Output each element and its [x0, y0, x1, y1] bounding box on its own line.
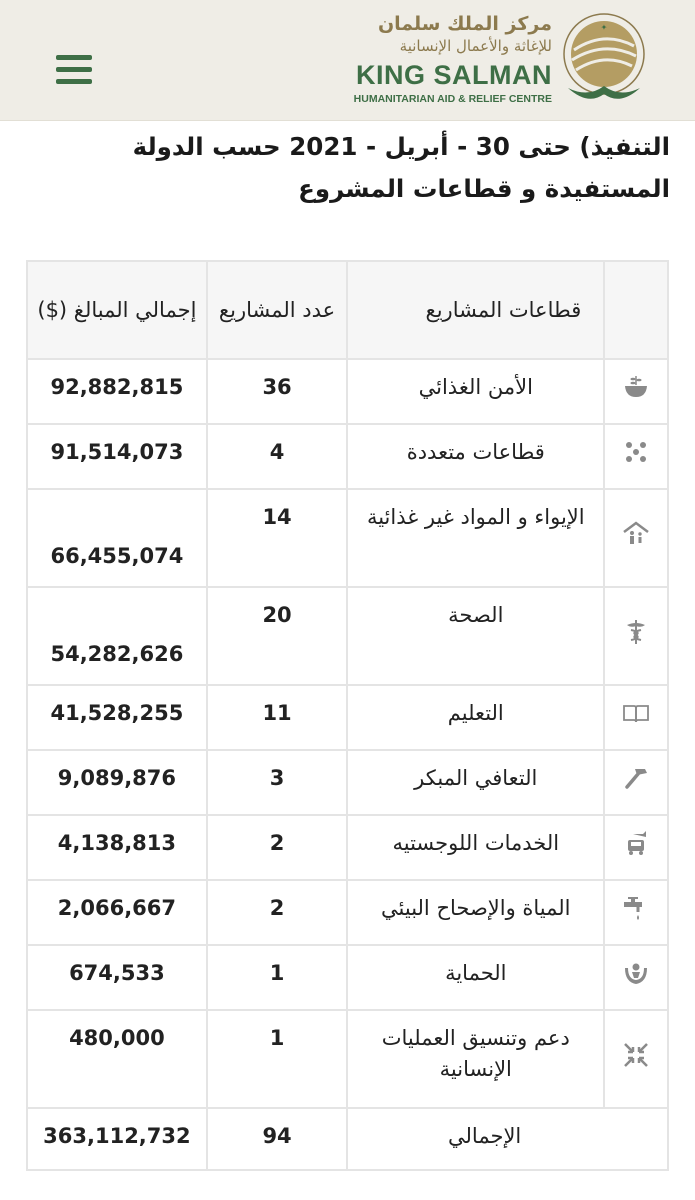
header-amount: إجمالي المبالغ ($): [26, 260, 208, 360]
table-row: دعم وتنسيق العمليات الإنسانية 1 480,000: [26, 1009, 669, 1109]
hammer-icon: [603, 749, 669, 816]
project-count: 1: [205, 944, 349, 1011]
sector-name: الإيواء و المواد غير غذائية: [346, 488, 606, 588]
shelter-family-icon: [603, 488, 669, 588]
sector-name: المياة والإصحاح البيئي: [346, 879, 606, 946]
svg-text:✦: ✦: [601, 23, 608, 32]
protection-hands-icon: [603, 944, 669, 1011]
table-row: الأمن الغذائي 36 92,882,815: [26, 358, 669, 425]
food-bowl-icon: [603, 358, 669, 425]
coordination-arrows-icon: [603, 1009, 669, 1109]
sector-name: الحماية: [346, 944, 606, 1011]
project-count: 20: [205, 586, 349, 686]
ksrelief-logo[interactable]: مركز الملك سلمان للإغاثة والأعمال الإنسا…: [354, 8, 670, 116]
page-title-line-1: التنفيذ) حتى 30 - أبريل - 2021 حسب الدول…: [132, 132, 670, 161]
total-amount: 54,282,626: [26, 586, 208, 686]
total-amount: 9,089,876: [26, 749, 208, 816]
total-amount: 91,514,073: [26, 423, 208, 490]
total-amount: 480,000: [26, 1009, 208, 1109]
grand-total-amount: 363,112,732: [26, 1107, 208, 1171]
sector-name: دعم وتنسيق العمليات الإنسانية: [346, 1009, 606, 1109]
project-count: 14: [205, 488, 349, 588]
header-count: عدد المشاريع: [205, 260, 349, 360]
table-header-row: قطاعات المشاريع عدد المشاريع إجمالي المب…: [26, 260, 669, 360]
total-amount: 41,528,255: [26, 684, 208, 751]
header-sector: قطاعات المشاريع: [346, 260, 606, 360]
project-count: 4: [205, 423, 349, 490]
water-tap-icon: [603, 879, 669, 946]
sector-name: قطاعات متعددة: [346, 423, 606, 490]
page-title: التنفيذ) حتى 30 - أبريل - 2021 حسب الدول…: [20, 126, 670, 210]
sector-name: الأمن الغذائي: [346, 358, 606, 425]
table-row: الصحة 20 54,282,626: [26, 586, 669, 686]
table-row: الخدمات اللوجستيه 2 4,138,813: [26, 814, 669, 881]
book-icon: [603, 684, 669, 751]
table-row: قطاعات متعددة 4 91,514,073: [26, 423, 669, 490]
ksrelief-emblem-icon: ✦: [563, 13, 645, 99]
project-count: 11: [205, 684, 349, 751]
sector-name: التعليم: [346, 684, 606, 751]
sector-name: الخدمات اللوجستيه: [346, 814, 606, 881]
header-icon-cell: [603, 260, 669, 360]
sector-name: التعافي المبكر: [346, 749, 606, 816]
project-count: 36: [205, 358, 349, 425]
project-count: 2: [205, 879, 349, 946]
total-amount: 4,138,813: [26, 814, 208, 881]
table-row: الإيواء و المواد غير غذائية 14 66,455,07…: [26, 488, 669, 588]
total-amount: 92,882,815: [26, 358, 208, 425]
logo-english-subtitle: HUMANITARIAN AID & RELIEF CENTRE: [353, 93, 552, 105]
project-count: 3: [205, 749, 349, 816]
table-row: الحماية 1 674,533: [26, 944, 669, 1011]
project-count: 1: [205, 1009, 349, 1109]
caduceus-icon: [603, 586, 669, 686]
hamburger-menu-icon[interactable]: [56, 55, 92, 85]
total-amount: 674,533: [26, 944, 208, 1011]
table-row: التعافي المبكر 3 9,089,876: [26, 749, 669, 816]
logo-arabic-subtitle: للإغاثة والأعمال الإنسانية: [399, 37, 552, 55]
truck-plane-icon: [603, 814, 669, 881]
site-header: مركز الملك سلمان للإغاثة والأعمال الإنسا…: [0, 0, 695, 121]
project-count: 2: [205, 814, 349, 881]
dots-icon: [603, 423, 669, 490]
total-label: الإجمالي: [346, 1107, 669, 1171]
page-title-line-2: المستفيدة و قطاعات المشروع: [298, 174, 670, 203]
sector-name: الصحة: [346, 586, 606, 686]
total-amount: 66,455,074: [26, 488, 208, 588]
logo-arabic-name: مركز الملك سلمان: [377, 13, 552, 35]
table-total-row: الإجمالي 94 363,112,732: [26, 1107, 669, 1171]
sectors-table: قطاعات المشاريع عدد المشاريع إجمالي المب…: [26, 260, 669, 1171]
logo-english-name: KING SALMAN: [356, 60, 552, 90]
total-count: 94: [205, 1107, 349, 1171]
table-row: المياة والإصحاح البيئي 2 2,066,667: [26, 879, 669, 946]
total-amount: 2,066,667: [26, 879, 208, 946]
table-row: التعليم 11 41,528,255: [26, 684, 669, 751]
